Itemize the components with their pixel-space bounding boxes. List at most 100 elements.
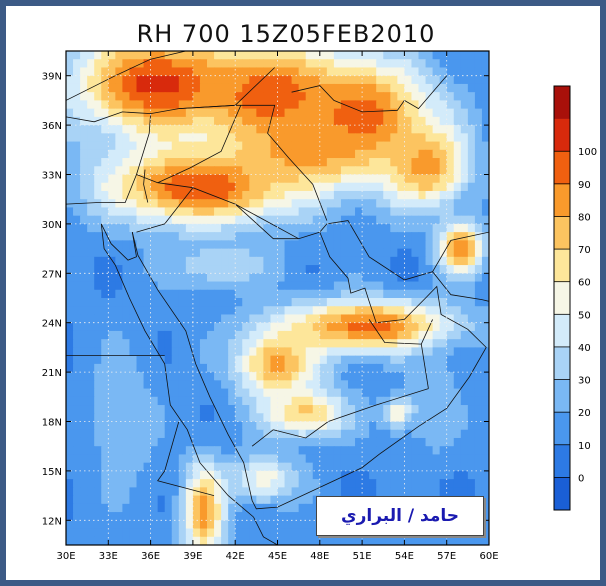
field-cell <box>73 421 81 431</box>
field-cell <box>192 240 201 250</box>
field-cell <box>178 479 187 488</box>
field-cell <box>94 536 102 545</box>
field-cell <box>115 396 123 406</box>
field-cell <box>326 59 335 69</box>
field-cell <box>178 347 187 357</box>
field-cell <box>66 396 74 406</box>
field-cell <box>418 67 427 77</box>
field-cell <box>425 67 434 77</box>
field-cell <box>221 454 229 464</box>
field-cell <box>270 59 279 69</box>
field-cell <box>460 141 469 151</box>
field-cell <box>411 232 420 241</box>
field-cell <box>235 512 243 521</box>
field-cell <box>129 207 138 217</box>
field-cell <box>214 487 222 497</box>
field-cell <box>305 437 314 447</box>
field-cell <box>425 273 434 283</box>
field-cell <box>101 314 109 324</box>
field-cell <box>73 536 81 545</box>
field-cell <box>348 289 356 299</box>
field-cell <box>467 223 476 233</box>
field-cell <box>143 51 152 60</box>
field-cell <box>101 363 109 373</box>
field-cell <box>214 199 222 209</box>
field-cell <box>199 380 208 390</box>
field-cell <box>270 479 279 488</box>
field-cell <box>411 306 420 316</box>
field-cell <box>432 405 441 414</box>
colorbar-swatch <box>554 183 570 217</box>
field-cell <box>460 232 469 241</box>
field-cell <box>411 281 420 291</box>
field-cell <box>425 149 434 159</box>
field-cell <box>270 429 279 439</box>
field-cell <box>192 248 201 258</box>
field-cell <box>446 232 455 241</box>
field-cell <box>263 454 272 464</box>
field-cell <box>355 429 363 439</box>
field-cell <box>207 429 215 439</box>
field-cell <box>404 487 413 497</box>
y-tick-label: 12N <box>42 516 62 527</box>
field-cell <box>369 59 377 69</box>
field-cell <box>157 59 166 69</box>
field-cell <box>383 265 391 274</box>
field-cell <box>235 215 243 225</box>
field-cell <box>122 289 131 299</box>
field-cell <box>481 174 489 184</box>
field-cell <box>242 495 250 505</box>
field-cell <box>270 503 279 513</box>
field-cell <box>66 421 74 431</box>
field-cell <box>355 479 363 488</box>
field-cell <box>277 503 286 513</box>
field-cell <box>235 240 243 250</box>
field-cell <box>312 429 321 439</box>
field-cell <box>228 388 236 398</box>
field-cell <box>474 487 483 497</box>
field-cell <box>115 446 123 456</box>
field-cell <box>439 207 448 217</box>
field-cell <box>270 298 279 307</box>
field-cell <box>277 215 286 225</box>
field-cell <box>242 429 250 439</box>
field-cell <box>333 174 342 184</box>
field-cell <box>122 190 131 200</box>
field-cell <box>87 330 95 340</box>
field-cell <box>185 190 194 200</box>
field-cell <box>207 199 215 209</box>
field-cell <box>369 372 377 381</box>
field-cell <box>291 141 300 151</box>
field-cell <box>249 232 257 241</box>
field-cell <box>383 190 391 200</box>
field-cell <box>143 470 152 480</box>
field-cell <box>383 273 391 283</box>
field-cell <box>284 462 293 472</box>
field-cell <box>143 265 152 274</box>
field-cell <box>136 100 145 110</box>
field-cell <box>66 232 74 241</box>
field-cell <box>122 273 131 283</box>
field-cell <box>418 232 427 241</box>
field-cell <box>425 158 434 167</box>
field-cell <box>446 158 455 167</box>
field-cell <box>263 232 272 241</box>
field-cell <box>108 429 116 439</box>
field-cell <box>355 347 363 357</box>
field-cell <box>305 520 314 530</box>
field-cell <box>235 265 243 274</box>
field-cell <box>66 190 74 200</box>
field-cell <box>157 75 166 85</box>
field-cell <box>171 223 180 233</box>
field-cell <box>221 528 229 538</box>
field-cell <box>228 347 236 357</box>
field-cell <box>460 314 469 324</box>
field-cell <box>228 59 236 69</box>
field-cell <box>446 322 455 332</box>
field-cell <box>411 347 420 357</box>
field-cell <box>305 512 314 521</box>
field-cell <box>263 190 272 200</box>
field-cell <box>136 437 145 447</box>
field-cell <box>446 339 455 348</box>
field-cell <box>115 256 123 266</box>
